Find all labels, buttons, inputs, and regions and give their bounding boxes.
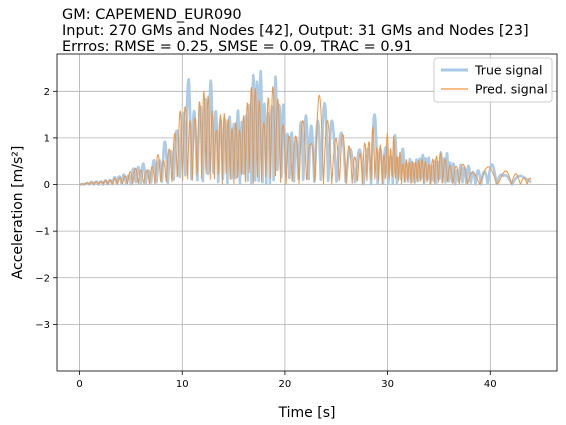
- legend: True signal Pred. signal: [433, 57, 553, 103]
- x-tick-label: 0: [76, 379, 82, 390]
- y-tick-label: 1: [44, 133, 50, 144]
- y-tick-label: 2: [44, 87, 50, 98]
- grid: [57, 54, 557, 371]
- y-axis-label: Acceleration [m/s²]: [10, 146, 26, 280]
- x-tick-label: 40: [484, 379, 497, 390]
- x-tick-label: 10: [176, 379, 189, 390]
- series-line-true-signal: [78, 69, 532, 186]
- legend-label-true-signal: True signal: [474, 63, 543, 78]
- y-tick-label: −3: [35, 320, 50, 331]
- x-tick-label: 30: [381, 379, 394, 390]
- chart-title-line-1: GM: CAPEMEND_EUR090: [62, 7, 242, 23]
- plot-frame: [56, 53, 558, 372]
- series-layer: [78, 69, 532, 186]
- x-tick-label: 20: [279, 379, 292, 390]
- chart-title-line-3: Errros: RMSE = 0.25, SMSE = 0.09, TRAC =…: [62, 39, 413, 55]
- chart-title-line-2: Input: 270 GMs and Nodes [42], Output: 3…: [62, 23, 529, 39]
- y-tick-label: 0: [44, 180, 50, 191]
- series-line-pred-signal: [79, 86, 532, 185]
- y-tick-label: −1: [35, 227, 50, 238]
- y-tick-label: −2: [35, 273, 50, 284]
- legend-label-pred-signal: Pred. signal: [475, 82, 548, 97]
- x-axis-label: Time [s]: [278, 405, 336, 421]
- tick-layer: 0 10 20 30 40 −3 −2 −1 0 1 2: [35, 87, 496, 390]
